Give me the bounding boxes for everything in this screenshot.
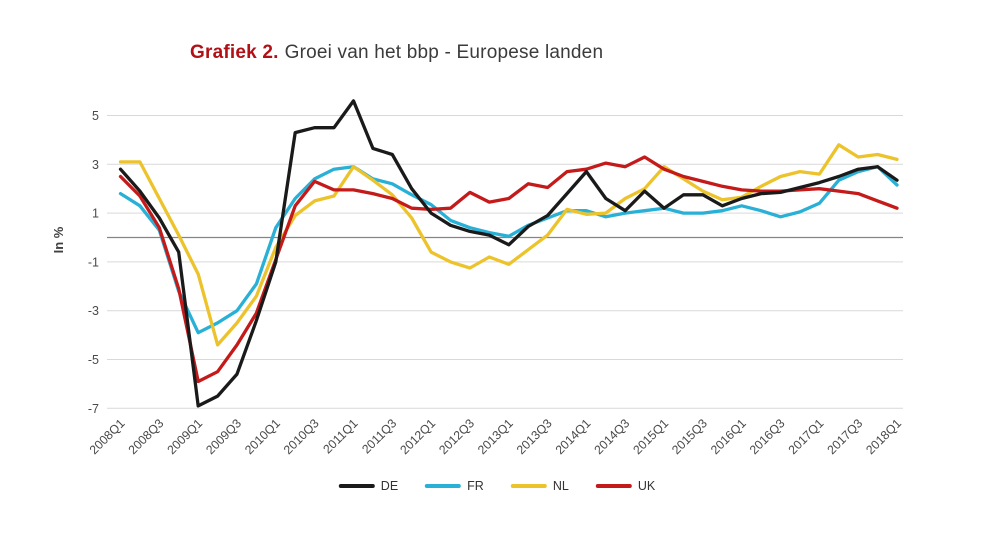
y-tick-label: 3 <box>92 158 99 172</box>
legend-label-de: DE <box>380 479 399 493</box>
x-tick-label: 2014Q1 <box>553 416 594 457</box>
legend-swatch-fr <box>425 484 462 488</box>
x-tick-label: 2008Q3 <box>126 416 167 457</box>
x-tick-label: 2009Q3 <box>203 416 244 457</box>
x-tick-label: 2009Q1 <box>164 416 205 457</box>
x-tick-label: 2012Q3 <box>436 416 477 457</box>
y-tick-label: 5 <box>92 109 99 123</box>
legend-item-fr: FR <box>425 479 484 493</box>
line-chart: 531-1-3-5-7In %2008Q12008Q32009Q12009Q32… <box>51 99 904 457</box>
legend-label-nl: NL <box>552 479 569 493</box>
chart-title-text: Groei van het bbp - Europese landen <box>284 42 604 63</box>
x-tick-label: 2013Q3 <box>514 416 555 457</box>
legend-item-uk: UK <box>595 479 656 493</box>
y-axis-label: In % <box>51 226 66 253</box>
x-tick-label: 2011Q1 <box>320 416 360 456</box>
x-tick-label: 2010Q3 <box>281 416 322 457</box>
legend-label-uk: UK <box>637 479 656 493</box>
legend-swatch-uk <box>595 484 632 488</box>
legend-swatch-nl <box>510 484 547 488</box>
y-tick-label: -5 <box>88 353 99 367</box>
series-line-nl <box>118 143 899 347</box>
chart-legend: DE FR NL UK <box>338 479 656 493</box>
x-tick-label: 2015Q3 <box>669 416 710 457</box>
x-tick-label: 2011Q3 <box>359 416 399 456</box>
x-tick-label: 2014Q3 <box>591 416 632 457</box>
x-tick-label: 2017Q3 <box>824 416 865 457</box>
x-tick-label: 2017Q1 <box>786 416 827 457</box>
y-tick-label: -3 <box>88 304 99 318</box>
legend-label-fr: FR <box>467 479 484 493</box>
y-tick-label: 1 <box>92 207 99 221</box>
series-line-uk <box>118 155 899 384</box>
legend-item-nl: NL <box>510 479 569 493</box>
y-tick-label: -7 <box>88 402 99 416</box>
x-tick-label: 2015Q1 <box>630 416 671 457</box>
legend-swatch-de <box>338 484 375 488</box>
series-line-de <box>118 99 899 408</box>
x-tick-label: 2008Q1 <box>87 416 128 457</box>
y-tick-label: -1 <box>88 255 99 269</box>
chart-title: Grafiek 2. Groei van het bbp - Europese l… <box>190 42 603 64</box>
chart-title-number: Grafiek 2. <box>190 42 279 63</box>
series-line-fr <box>118 165 899 335</box>
x-tick-label: 2012Q1 <box>397 416 438 457</box>
legend-item-de: DE <box>338 479 399 493</box>
x-tick-label: 2016Q1 <box>708 416 749 457</box>
x-tick-label: 2013Q1 <box>475 416 516 457</box>
x-tick-label: 2010Q1 <box>242 416 283 457</box>
x-tick-label: 2018Q1 <box>863 416 904 457</box>
x-tick-label: 2016Q3 <box>747 416 788 457</box>
